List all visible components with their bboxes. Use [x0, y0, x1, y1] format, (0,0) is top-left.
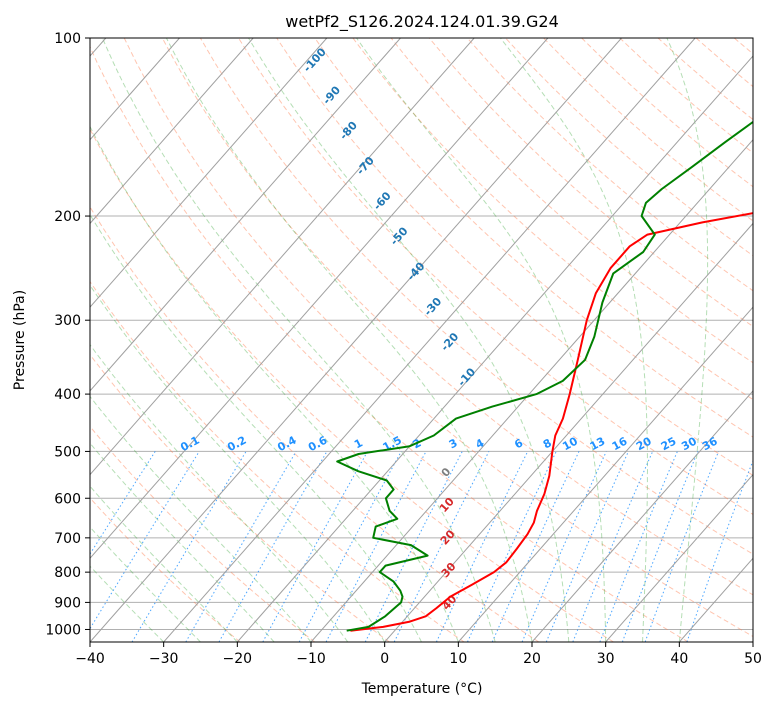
moist-adiabat-line	[90, 284, 386, 642]
y-tick-label: 100	[54, 31, 81, 47]
mixing-ratio-label: 30	[679, 434, 699, 453]
mixing-ratio-line	[521, 451, 607, 642]
isotherm-gridlines	[90, 38, 753, 642]
dry-adiabat-line	[90, 206, 540, 642]
mixing-ratio-line	[364, 451, 463, 642]
mixing-ratio-line	[90, 451, 200, 630]
isotherm-line	[236, 55, 753, 642]
dry-adiabat-line	[466, 38, 753, 292]
isotherm-line	[384, 222, 753, 642]
moist-adiabat-line	[90, 213, 422, 642]
isotherm-line	[163, 38, 696, 642]
moist-adiabat-line	[356, 38, 607, 642]
moist-adiabat-line	[90, 485, 238, 642]
mixing-ratio-label: 25	[659, 435, 679, 454]
mixing-ratio-label: 13	[588, 435, 608, 454]
mixing-ratio-line	[218, 451, 328, 642]
x-tick-label: −40	[75, 651, 105, 667]
y-tick-label: 300	[54, 313, 81, 329]
moist-adiabat-line	[90, 395, 312, 642]
x-tick-label: 30	[597, 651, 615, 667]
mixing-ratio-line	[298, 451, 402, 642]
dry-adiabat-line	[314, 38, 753, 438]
y-tick-label: 200	[54, 209, 81, 225]
isotherm-line	[90, 38, 622, 642]
dry-adiabats	[90, 38, 753, 642]
isotherm-line	[90, 38, 401, 392]
mixing-ratio-line	[545, 451, 629, 642]
moist-adiabat-line	[90, 125, 459, 642]
isotherm-line	[90, 38, 254, 225]
dry-adiabat-line	[90, 45, 689, 642]
mixing-ratio-label: 10	[560, 434, 580, 453]
mixing-ratio-line	[393, 451, 490, 642]
dry-adiabat-line	[199, 38, 753, 555]
mixing-ratio-line	[644, 451, 720, 642]
y-tick-label: 500	[54, 444, 81, 460]
moist-adiabat-line	[248, 38, 570, 642]
dry-adiabat-line	[90, 128, 614, 642]
dry-adiabat-line	[238, 38, 753, 515]
y-tick-label: 800	[54, 565, 81, 581]
y-axis-ticks: 100 200 300 400 500 600 700 800 900 1000	[45, 31, 90, 638]
x-tick-label: 50	[744, 651, 762, 667]
isobar-gridlines	[90, 38, 753, 630]
mixing-ratio-line	[572, 451, 654, 642]
moist-adiabat-line	[165, 38, 533, 642]
mixing-ratio-label: 16	[610, 434, 630, 453]
dewpoint-line	[336, 120, 753, 632]
dry-adiabat-line	[123, 38, 753, 638]
mixing-ratio-label: 20	[634, 434, 654, 453]
isotherm-line	[90, 38, 475, 476]
y-axis-label: Pressure (hPa)	[12, 290, 28, 390]
x-tick-label: −30	[149, 651, 179, 667]
y-tick-label: 400	[54, 387, 81, 403]
isotherm-line	[605, 473, 753, 642]
y-tick-label: 700	[54, 531, 81, 547]
dry-adiabat-line	[161, 38, 753, 596]
dry-adiabat-line	[90, 497, 241, 642]
temperature-line	[350, 212, 753, 632]
x-tick-label: −10	[296, 651, 326, 667]
profile-series	[336, 120, 753, 632]
mixing-ratio-line	[686, 459, 753, 642]
mixing-ratio-line	[621, 451, 699, 642]
isotherm-line	[531, 390, 753, 642]
moist-adiabats	[90, 38, 709, 642]
isotherm-line	[457, 306, 753, 642]
mixing-ratio-label: 36	[700, 434, 720, 453]
moist-adiabat-line	[90, 442, 275, 642]
isotherm-line	[90, 38, 328, 308]
x-tick-label: 10	[449, 651, 467, 667]
moist-adiabat-line	[666, 38, 709, 642]
x-axis-label: Temperature (°C)	[361, 681, 483, 697]
y-tick-label: 1000	[45, 622, 81, 638]
moist-adiabat-line	[500, 38, 648, 642]
isotherm-line	[310, 138, 753, 642]
moist-adiabat-line	[101, 38, 496, 642]
plot-frame	[89, 37, 754, 643]
x-tick-label: −20	[223, 651, 253, 667]
dry-adiabat-line	[90, 425, 316, 642]
dry-adiabat-line	[428, 38, 753, 328]
mixing-ratio-line	[599, 451, 678, 642]
x-tick-label: 40	[670, 651, 688, 667]
chart-title: wetPf2_S126.2024.124.01.39.G24	[285, 12, 559, 32]
y-tick-label: 600	[54, 491, 81, 507]
isotherm-line	[90, 38, 549, 560]
moist-adiabat-line	[90, 565, 165, 642]
x-tick-label: 0	[380, 651, 389, 667]
x-axis-ticks: −40 −30 −20 −10 0 10 20 30 40 50	[75, 642, 762, 667]
isotherm-line	[90, 38, 180, 141]
x-tick-label: 20	[523, 651, 541, 667]
moist-adiabat-line	[90, 526, 201, 642]
y-tick-label: 900	[54, 595, 81, 611]
mixing-ratio-line	[262, 451, 368, 642]
